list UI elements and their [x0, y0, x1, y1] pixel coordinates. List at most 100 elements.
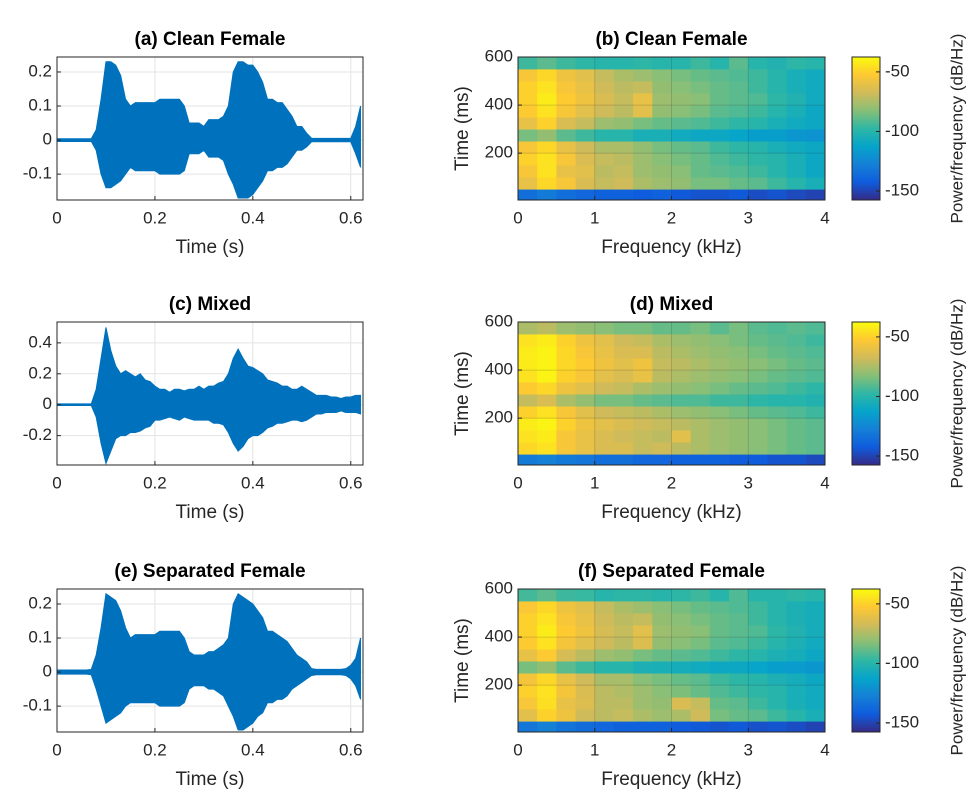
- spectrogram-cell: [729, 346, 749, 359]
- spectrogram-cell: [805, 165, 825, 178]
- spectrogram-cell: [805, 153, 825, 166]
- spectrogram-cell: [729, 673, 749, 686]
- spectrogram-cell: [518, 93, 538, 106]
- spectrogram-cell: [652, 382, 672, 395]
- spectrogram-cell: [537, 153, 557, 166]
- colorbar-tick-label: -50: [885, 326, 910, 345]
- spectrogram-cell: [613, 105, 634, 118]
- spectrogram-cell: [786, 358, 807, 371]
- spectrogram-cell: [805, 57, 825, 70]
- spectrogram-cell: [690, 81, 711, 94]
- spectrogram-cell: [556, 625, 576, 638]
- spectrogram-cell: [786, 81, 807, 94]
- spectrogram-cell: [556, 141, 576, 154]
- spectrogram-cell: [633, 406, 653, 419]
- spectrogram-cell: [652, 613, 672, 626]
- spectrogram-cell: [518, 454, 538, 465]
- spectrogram-cell: [594, 442, 615, 455]
- spectrogram-cell: [633, 613, 653, 626]
- spectrogram-cell: [633, 153, 653, 166]
- spectrogram-cell: [613, 637, 634, 650]
- spectrogram-cell: [652, 709, 672, 722]
- colorbar-label: Power/frequency (dB/Hz): [947, 299, 966, 489]
- spectrogram-cell: [786, 370, 807, 383]
- spectrogram-cell: [748, 358, 768, 371]
- spectrogram-cell: [633, 589, 653, 602]
- spectrogram-cell: [633, 165, 653, 178]
- spectrogram-cell: [748, 177, 768, 190]
- spectrogram-cell: [786, 589, 807, 602]
- spectrogram-cell: [786, 153, 807, 166]
- x-tick-label: 2: [667, 208, 676, 227]
- spectrogram-cell: [613, 141, 634, 154]
- plot-area: [518, 57, 825, 200]
- spectrogram-cell: [671, 685, 692, 698]
- spectrogram-cell: [594, 129, 615, 142]
- spectrogram-cell: [594, 370, 615, 383]
- spectrogram-cell: [633, 370, 653, 383]
- spectrogram-cell: [613, 189, 634, 200]
- spectrogram-cell: [594, 153, 615, 166]
- y-axis-label: Time (ms): [452, 351, 473, 436]
- spectrogram-cell: [594, 394, 615, 407]
- spectrogram-cell: [786, 129, 807, 142]
- colorbar-tick-label: -150: [885, 713, 919, 732]
- spectrogram-cell: [556, 673, 576, 686]
- spectrogram-cell: [709, 418, 730, 431]
- spectrogram-cell: [594, 649, 615, 662]
- spectrogram-cell: [671, 177, 692, 190]
- spectrogram-cell: [690, 189, 711, 200]
- spectrogram-cell: [575, 454, 596, 465]
- spectrogram-cell: [729, 81, 749, 94]
- spectrogram-cell: [518, 685, 538, 698]
- spectrogram-cell: [709, 69, 730, 82]
- x-tick-label: 0.2: [143, 473, 167, 492]
- spectrogram-cell: [633, 189, 653, 200]
- spectrogram-cell: [805, 454, 825, 465]
- spectrogram-cell: [805, 69, 825, 82]
- spectrogram-cell: [633, 721, 653, 732]
- spectrogram-cell: [671, 358, 692, 371]
- spectrogram-cell: [748, 454, 768, 465]
- spectrogram-cell: [537, 394, 557, 407]
- spectrogram-cell: [575, 334, 596, 347]
- spectrogram-cell: [594, 589, 615, 602]
- spectrogram-cell: [613, 93, 634, 106]
- spectrogram-cell: [613, 322, 634, 335]
- spectrogram-cell: [805, 81, 825, 94]
- spectrogram-cell: [671, 141, 692, 154]
- spectrogram-cell: [633, 382, 653, 395]
- plot-area: [518, 589, 825, 732]
- spectrogram-cell: [652, 322, 672, 335]
- spectrogram-cell: [748, 370, 768, 383]
- spectrogram-cell: [575, 637, 596, 650]
- spectrogram-cell: [671, 322, 692, 335]
- spectrogram-cell: [537, 589, 557, 602]
- spectrogram-cell: [518, 394, 538, 407]
- y-tick-label: 0.1: [28, 96, 52, 115]
- spectrogram-cell: [729, 613, 749, 626]
- spectrogram-cell: [613, 177, 634, 190]
- spectrogram-cell: [786, 334, 807, 347]
- spectrogram-cell: [729, 93, 749, 106]
- spectrogram-cell: [786, 418, 807, 431]
- spectrogram-cell: [518, 382, 538, 395]
- y-tick-label: 400: [485, 627, 513, 646]
- spectrogram-cell: [690, 697, 711, 710]
- spectrogram-cell: [518, 358, 538, 371]
- spectrogram-cell: [537, 442, 557, 455]
- x-axis-label: Time (s): [176, 502, 245, 523]
- spectrogram-cell: [729, 189, 749, 200]
- x-tick-label: 0: [513, 208, 522, 227]
- spectrogram-cell: [575, 625, 596, 638]
- spectrogram-cell: [767, 165, 788, 178]
- spectrogram-cell: [537, 430, 557, 443]
- spectrogram-cell: [575, 370, 596, 383]
- x-tick-label: 0.4: [241, 740, 265, 759]
- spectrogram-cell: [690, 454, 711, 465]
- spectrogram-cell: [556, 709, 576, 722]
- spectrogram-cell: [729, 370, 749, 383]
- spectrogram-cell: [633, 418, 653, 431]
- colorbar-tick-label: -150: [885, 181, 919, 200]
- y-tick-label: 0.2: [28, 593, 52, 612]
